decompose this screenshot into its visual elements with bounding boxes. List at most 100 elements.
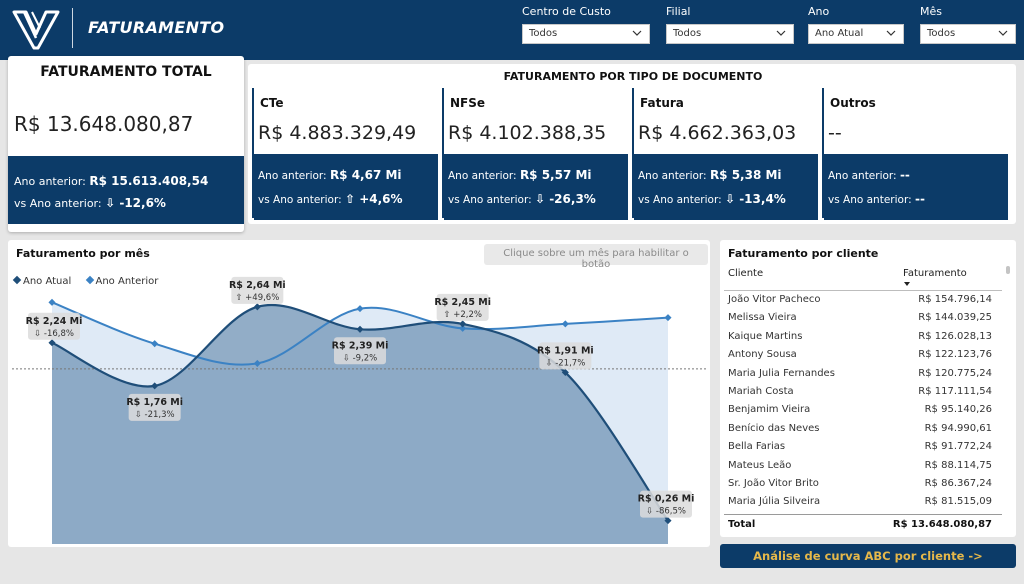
total-title: FATURAMENTO TOTAL bbox=[40, 64, 212, 80]
vs-value: -- bbox=[914, 192, 925, 206]
logo-separator bbox=[72, 8, 73, 48]
data-point-ano-atual bbox=[459, 320, 467, 328]
client-name: Kaique Martins bbox=[728, 330, 803, 342]
data-label-delta: ⇩ -21,7% bbox=[545, 358, 585, 368]
table-row[interactable]: Benjamim Vieira R$ 95.140,26 bbox=[728, 402, 992, 420]
ano-dropdown[interactable]: Ano Atual bbox=[808, 24, 904, 44]
table-row[interactable]: João Vitor Pacheco R$ 154.796,14 bbox=[728, 292, 992, 310]
client-name: Melissa Vieira bbox=[728, 312, 797, 324]
vs-line: vs Ano anterior: ⇧ +4,6% bbox=[258, 192, 403, 206]
total-value: R$ 13.648.080,87 bbox=[14, 112, 194, 136]
month-action-button[interactable]: Clique sobre um mês para habilitar o bot… bbox=[484, 244, 708, 270]
column-header-cliente[interactable]: Cliente bbox=[728, 268, 764, 279]
centro-de-custo-dropdown[interactable]: Todos bbox=[522, 24, 650, 44]
monthly-chart-card: R$ 2,24 Mi ⇩ -16,8% R$ 1,76 Mi ⇩ -21,3% R$ 2… bbox=[8, 240, 710, 547]
table-row[interactable]: Mariah Costa R$ 117.111,54 bbox=[728, 384, 992, 402]
doc-type-value: R$ 4.662.363,03 bbox=[638, 122, 797, 144]
dropdown-value: Todos bbox=[529, 28, 558, 39]
client-total-row: Total R$ 13.648.080,87 bbox=[728, 519, 992, 530]
brand-logo-icon bbox=[12, 10, 60, 50]
scrollbar-thumb[interactable] bbox=[1006, 266, 1010, 274]
table-row[interactable]: Bella Farias R$ 91.772,24 bbox=[728, 439, 992, 457]
filter-ano: Ano Ano Atual bbox=[808, 5, 904, 44]
top-bar: FATURAMENTO Centro de Custo Todos Filial… bbox=[0, 0, 1024, 60]
prev-line: Ano anterior: R$ 4,67 Mi bbox=[258, 168, 402, 182]
dropdown-value: Ano Atual bbox=[815, 28, 864, 39]
data-point-ano-atual bbox=[151, 382, 159, 390]
doc-type-nfse: NFSe R$ 4.102.388,35 Ano anterior: R$ 5,… bbox=[442, 88, 628, 220]
sort-desc-icon[interactable] bbox=[904, 282, 910, 286]
data-label-bg bbox=[334, 337, 386, 365]
prev-label: Ano anterior: bbox=[448, 170, 517, 182]
doc-type-name: CTe bbox=[260, 96, 284, 110]
chart-title: Faturamento por mês bbox=[16, 247, 150, 260]
chevron-down-icon bbox=[632, 30, 642, 36]
data-label-bg bbox=[436, 293, 489, 321]
mes-dropdown[interactable]: Todos bbox=[920, 24, 1016, 44]
data-label-delta: ⇧ +2,2% bbox=[443, 310, 482, 320]
doc-type-value: -- bbox=[828, 122, 842, 144]
data-label-value: R$ 2,24 Mi bbox=[26, 316, 83, 327]
client-value: R$ 144.039,25 bbox=[918, 312, 992, 324]
prev-value: R$ 15.613.408,54 bbox=[89, 174, 209, 188]
vs-label: vs Ano anterior: bbox=[14, 197, 102, 210]
abc-analysis-button[interactable]: Análise de curva ABC por cliente -> bbox=[720, 544, 1016, 568]
filter-label: Filial bbox=[666, 5, 691, 18]
legend-label: Ano Atual bbox=[23, 276, 72, 287]
vs-line: vs Ano anterior: ⇩ -26,3% bbox=[448, 192, 596, 206]
client-value: R$ 126.028,13 bbox=[918, 330, 992, 342]
total-card: FATURAMENTO TOTAL R$ 13.648.080,87 Ano a… bbox=[8, 56, 244, 232]
prev-value: R$ 4,67 Mi bbox=[329, 168, 402, 182]
vs-label: vs Ano anterior: bbox=[448, 194, 532, 206]
prev-line: Ano anterior: -- bbox=[828, 168, 910, 182]
doc-type-value: R$ 4.883.329,49 bbox=[258, 122, 417, 144]
prev-value: R$ 5,57 Mi bbox=[519, 168, 592, 182]
monthly-chart: R$ 2,24 Mi ⇩ -16,8% R$ 1,76 Mi ⇩ -21,3% R$ 2… bbox=[12, 276, 706, 544]
table-row[interactable]: Melissa Vieira R$ 144.039,25 bbox=[728, 310, 992, 328]
vs-value: ⇩ -12,6% bbox=[105, 196, 166, 210]
table-row[interactable]: Mateus Leão R$ 88.114,75 bbox=[728, 458, 992, 476]
table-row[interactable]: Maria Júlia Silveira R$ 81.515,09 bbox=[728, 494, 992, 512]
prev-label: Ano anterior: bbox=[258, 170, 327, 182]
data-label-value: R$ 2,64 Mi bbox=[229, 280, 286, 291]
data-label-delta: ⇩ -9,2% bbox=[343, 353, 378, 363]
legend-item-ano-anterior[interactable]: Ano Anterior bbox=[85, 275, 165, 287]
vs-label: vs Ano anterior: bbox=[638, 194, 722, 206]
prev-label: Ano anterior: bbox=[14, 175, 86, 188]
data-point-ano-atual bbox=[356, 325, 364, 333]
table-row[interactable]: Kaique Martins R$ 126.028,13 bbox=[728, 329, 992, 347]
chevron-down-icon bbox=[998, 30, 1008, 36]
vs-label: vs Ano anterior: bbox=[828, 194, 912, 206]
doc-type-card: FATURAMENTO POR TIPO DE DOCUMENTO CTe R$… bbox=[248, 64, 1016, 224]
doc-type-name: NFSe bbox=[450, 96, 486, 110]
data-label-bg bbox=[28, 312, 80, 340]
filter-centro-de-custo: Centro de Custo Todos bbox=[522, 5, 650, 44]
prev-value: -- bbox=[899, 168, 910, 182]
filter-label: Centro de Custo bbox=[522, 5, 611, 18]
doc-type-footer: Ano anterior: R$ 4,67 Mi vs Ano anterior… bbox=[254, 154, 438, 220]
data-label-delta: ⇧ +49,6% bbox=[235, 293, 279, 303]
client-value: R$ 86.367,24 bbox=[924, 478, 992, 489]
table-row[interactable]: Maria Julia Fernandes R$ 120.775,24 bbox=[728, 366, 992, 384]
client-name: Maria Júlia Silveira bbox=[728, 496, 821, 508]
filial-dropdown[interactable]: Todos bbox=[666, 24, 794, 44]
table-row[interactable]: Sr. João Vitor Brito R$ 86.367,24 bbox=[728, 476, 992, 494]
client-value: R$ 117.111,54 bbox=[918, 386, 992, 397]
client-value: R$ 81.515,09 bbox=[924, 496, 992, 508]
doc-type-name: Fatura bbox=[640, 96, 684, 110]
data-label-value: R$ 2,39 Mi bbox=[332, 340, 389, 351]
client-name: Maria Julia Fernandes bbox=[728, 367, 835, 379]
doc-type-footer: Ano anterior: R$ 5,38 Mi vs Ano anterior… bbox=[634, 154, 818, 220]
data-label-value: R$ 0,26 Mi bbox=[638, 494, 695, 505]
total-prev-line: Ano anterior: R$ 15.613.408,54 bbox=[14, 174, 208, 188]
table-row[interactable]: Benício das Neves R$ 94.990,61 bbox=[728, 421, 992, 439]
client-name: João Vitor Pacheco bbox=[728, 294, 821, 305]
client-table-card: Faturamento por cliente Cliente Faturame… bbox=[720, 240, 1016, 537]
area-ano-atual bbox=[52, 304, 668, 544]
table-row[interactable]: Antony Sousa R$ 122.123,76 bbox=[728, 347, 992, 365]
vs-value: ⇩ -13,4% bbox=[724, 192, 786, 206]
legend-marker-icon bbox=[12, 275, 22, 285]
prev-line: Ano anterior: R$ 5,57 Mi bbox=[448, 168, 592, 182]
legend-item-ano-atual[interactable]: Ano Atual bbox=[12, 275, 77, 287]
column-header-faturamento[interactable]: Faturamento bbox=[903, 268, 967, 279]
